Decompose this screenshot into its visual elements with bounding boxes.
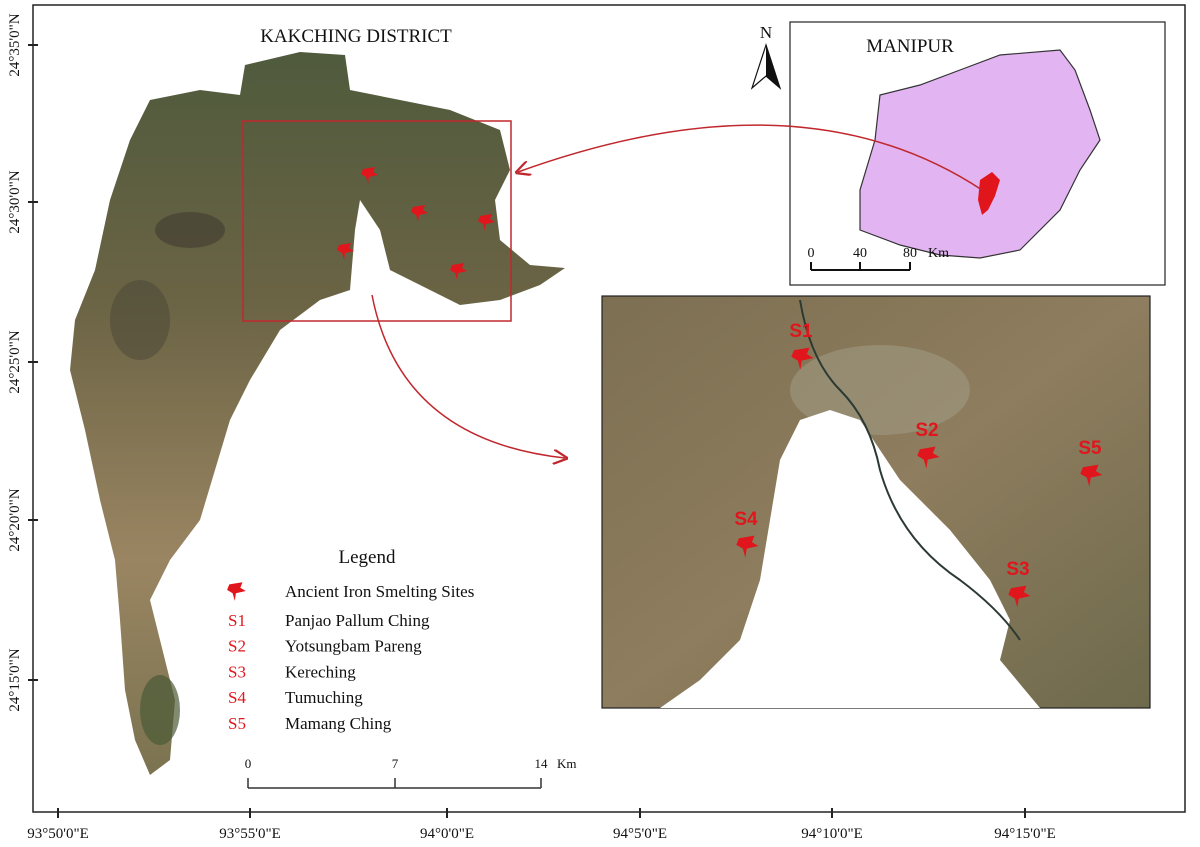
legend-code: S1: [228, 611, 246, 630]
site-label: S3: [1006, 559, 1029, 580]
legend-items: S1 Panjao Pallum Ching S2 Yotsungbam Pareng…: [228, 611, 430, 733]
inset-scale-label: 0: [808, 246, 815, 261]
manipur-shape: [859, 49, 1101, 259]
lat-label: 24°20'0"N: [7, 488, 23, 551]
inset-scale-label: 80: [903, 246, 917, 261]
north-label: N: [760, 23, 772, 42]
scale-bar: [247, 778, 542, 789]
district-highlight: [978, 172, 1000, 215]
graticule: 24°35'0"N 24°30'0"N 24°25'0"N 24°20'0"N 24°1…: [7, 13, 1056, 842]
lon-label: 94°10'0"E: [801, 826, 863, 842]
inset-title: MANIPUR: [866, 36, 954, 57]
legend-title: Legend: [339, 547, 396, 568]
legend-label: Ancient Iron Smelting Sites: [285, 582, 474, 601]
terrain: [155, 212, 225, 248]
site-label: S2: [915, 420, 938, 441]
lon-label: 94°15'0"E: [994, 826, 1056, 842]
legend-name: Mamang Ching: [285, 714, 392, 733]
inset-scale-bar: [810, 262, 911, 271]
site-label: S5: [1078, 438, 1102, 459]
lon-label: 94°0'0"E: [420, 826, 474, 842]
inset-scale-label: 40: [853, 246, 867, 261]
lon-label: 93°55'0"E: [219, 826, 281, 842]
legend-name: Panjao Pallum Ching: [285, 611, 430, 630]
connector-arrow: [518, 124, 983, 191]
river: [799, 299, 1021, 641]
lat-label: 24°35'0"N: [7, 13, 23, 76]
scale-label: 7: [392, 756, 399, 771]
lon-label: 93°50'0"E: [27, 826, 89, 842]
legend-name: Tumuching: [285, 688, 363, 707]
outside-area: [660, 410, 1040, 708]
lon-label: 94°5'0"E: [613, 826, 667, 842]
site-label: S4: [734, 509, 758, 530]
scale-label: 14: [535, 756, 549, 771]
scale-unit: Km: [557, 756, 577, 771]
legend-code: S4: [228, 688, 246, 707]
north-arrow: [766, 45, 780, 88]
zoom-sites: S1 S2 S5 S4 S3: [734, 321, 1103, 608]
legend-code: S2: [228, 637, 246, 656]
site-label: S1: [789, 321, 813, 342]
terrain: [140, 675, 180, 745]
legend-name: Kereching: [285, 662, 356, 681]
inset-scale-unit: Km: [928, 246, 949, 261]
lat-label: 24°30'0"N: [7, 170, 23, 233]
lat-label: 24°25'0"N: [7, 330, 23, 393]
lat-label: 24°15'0"N: [7, 648, 23, 711]
terrain: [110, 280, 170, 360]
scale-label: 0: [245, 756, 252, 771]
connector-arrow: [371, 294, 565, 458]
legend-code: S3: [228, 662, 246, 681]
legend-code: S5: [228, 714, 246, 733]
map-title: KAKCHING DISTRICT: [260, 26, 452, 47]
legend-name: Yotsungbam Pareng: [285, 637, 422, 656]
study-area-box: [242, 120, 512, 322]
